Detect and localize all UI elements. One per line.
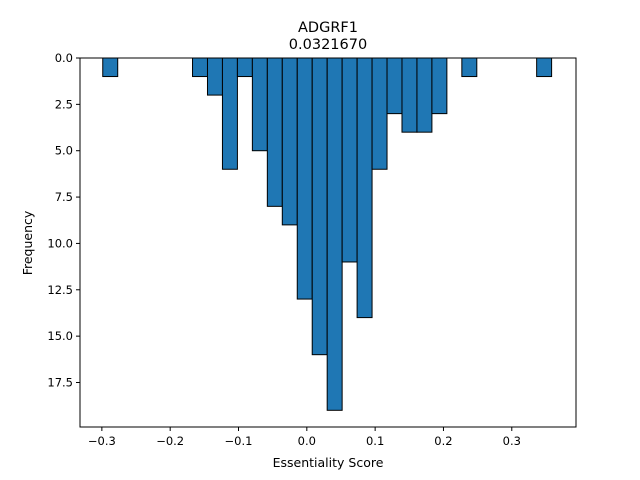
x-axis-ticks: −0.3 −0.2 −0.1 0.0 0.1 0.2 0.3 xyxy=(88,427,521,448)
histogram-bar xyxy=(386,57,403,115)
y-tick-label: 12.5 xyxy=(47,283,73,297)
x-tick-label: 0.2 xyxy=(434,434,452,448)
x-tick-label: −0.2 xyxy=(156,434,184,448)
histogram-bar xyxy=(281,57,298,226)
x-tick-label: 0.3 xyxy=(503,434,521,448)
bars-group xyxy=(102,57,553,411)
histogram-bar xyxy=(206,57,223,96)
chart-subtitle: 0.0321670 xyxy=(289,37,367,53)
x-tick-label: 0.0 xyxy=(298,434,316,448)
histogram-bar xyxy=(356,57,373,319)
y-tick-label: 0.0 xyxy=(55,51,73,65)
histogram-bar xyxy=(251,57,268,152)
y-tick-label: 10.0 xyxy=(47,236,73,250)
histogram-bar xyxy=(371,57,388,170)
y-tick-label: 5.0 xyxy=(55,144,73,158)
y-tick-label: 17.5 xyxy=(47,375,73,389)
histogram-bar xyxy=(221,57,238,170)
histogram-bar xyxy=(311,57,328,356)
histogram-bar xyxy=(266,57,283,207)
histogram-bar xyxy=(236,57,253,78)
histogram-bar xyxy=(192,57,208,78)
x-tick-label: −0.1 xyxy=(225,434,253,448)
x-axis-label: Essentiality Score xyxy=(273,455,384,470)
histogram-bar xyxy=(461,57,478,78)
y-axis-label: Frequency xyxy=(20,210,35,275)
histogram-bar xyxy=(102,57,119,78)
plot-frame xyxy=(79,57,577,428)
y-tick-label: 15.0 xyxy=(47,329,73,343)
histogram-bar xyxy=(431,57,448,115)
x-tick-label: −0.3 xyxy=(88,434,116,448)
y-tick-label: 7.5 xyxy=(55,190,73,204)
histogram-bar xyxy=(536,57,553,78)
histogram-bar xyxy=(341,57,358,263)
histogram-bar xyxy=(416,57,433,133)
chart-title: ADGRF1 xyxy=(298,20,358,36)
histogram-bar xyxy=(296,57,313,300)
histogram-bar xyxy=(401,57,418,133)
y-axis-ticks: 0.0 2.5 5.0 7.5 10.0 12.5 15.0 17.5 xyxy=(47,51,80,389)
histogram-bar xyxy=(326,57,343,411)
x-tick-label: 0.1 xyxy=(366,434,384,448)
y-tick-label: 2.5 xyxy=(55,97,73,111)
